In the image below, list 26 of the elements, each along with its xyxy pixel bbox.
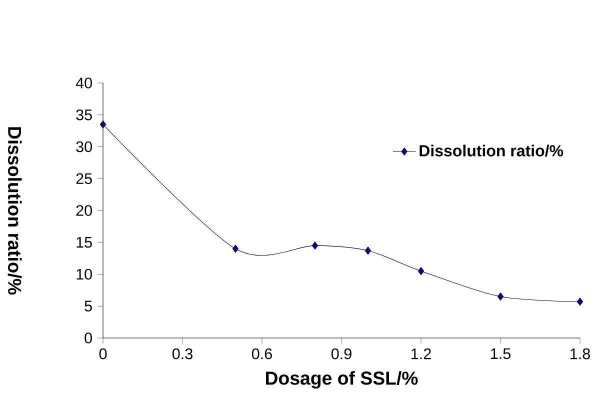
y-tick-label: 20 xyxy=(76,205,92,216)
point xyxy=(364,246,372,255)
point xyxy=(100,120,106,128)
point xyxy=(418,267,424,276)
point xyxy=(312,242,318,250)
point xyxy=(497,292,504,301)
x-axis-title: Dosage of SSL/% xyxy=(266,371,418,389)
y-axis-title: Dissolution ratio/% xyxy=(8,127,22,295)
x-tick-label: 0.3 xyxy=(172,348,192,360)
x-tick-label: 1.8 xyxy=(570,348,590,360)
y-tick-label: 25 xyxy=(76,173,92,184)
y-tick-label: 10 xyxy=(76,268,92,280)
point xyxy=(576,298,584,306)
y-tick-label: 30 xyxy=(76,141,92,152)
x-tick-label: 0.6 xyxy=(252,348,272,360)
y-tick-label: 0 xyxy=(84,332,92,344)
x-tick-label: 0.9 xyxy=(331,348,352,360)
y-tick-label: 15 xyxy=(76,237,92,248)
x-tick-label: 1.2 xyxy=(412,348,431,360)
y-tick-label: 5 xyxy=(84,300,92,312)
y-tick-label: 40 xyxy=(76,78,92,88)
legend-label: Dissolution ratio/% xyxy=(420,144,564,157)
point xyxy=(232,244,239,253)
y-tick-label: 35 xyxy=(76,109,92,120)
x-tick-label: 1.5 xyxy=(491,348,511,360)
x-tick-label: 0 xyxy=(99,348,107,360)
